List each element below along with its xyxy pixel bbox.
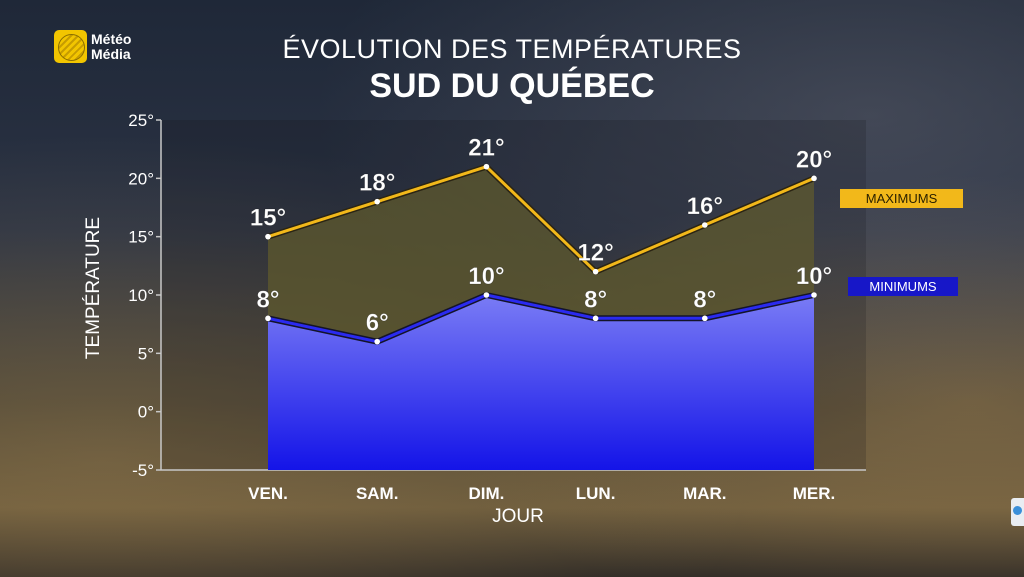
minimums-point [592,315,599,322]
maximums-point [592,268,599,275]
chart-title: ÉVOLUTION DES TEMPÉRATURES [282,34,742,64]
minimums-point [811,292,817,298]
legend-minimums: MINIMUMS [848,277,958,296]
legend-maximums: MAXIMUMS [840,189,963,208]
chart-areas [268,166,814,470]
x-tick-label: MAR. [683,484,726,503]
logo-line-2: Média [91,45,131,62]
maximums-point [702,222,708,228]
minimums-data-label: 8° [257,286,280,313]
x-tick-label: DIM. [468,484,504,503]
y-tick-label: 5° [138,344,154,363]
x-tick-label: SAM. [356,484,399,503]
y-tick-label: 10° [128,286,154,305]
y-tick-label: 25° [128,111,154,130]
x-axis-label: JOUR [492,506,544,527]
y-axis-label: TEMPÉRATURE [83,216,104,360]
minimums-area [268,295,814,470]
meteomedia-logo-icon [54,30,87,63]
minimums-point [483,292,490,298]
chart-lines [265,163,817,345]
chart-titles: ÉVOLUTION DES TEMPÉRATURES SUD DU QUÉBEC [0,34,1024,106]
maximums-line [267,165,815,274]
maximums-point [811,175,817,182]
x-tick-label: VEN. [248,484,288,503]
maximums-point [374,198,381,205]
maximums-data-label: 12° [577,240,613,267]
y-tick-label: 15° [128,228,154,247]
maximums-point [265,233,271,240]
maximums-data-label: 15° [250,205,286,232]
corner-badge-icon [1011,498,1024,526]
minimums-data-label: 6° [366,310,389,337]
minimums-point [265,315,271,322]
y-tick-label: 20° [128,169,154,188]
minimums-line [267,293,815,344]
minimums-data-label: 8° [584,286,607,313]
x-tick-label: MER. [793,484,836,503]
y-tick-label: -5° [132,461,154,480]
logo-text: Météo Média [91,30,132,62]
minimums-data-label: 10° [468,263,504,290]
maximums-area [268,166,814,342]
minimums-data-label: 10° [796,263,832,290]
y-tick-label: 0° [138,403,154,422]
minimums-data-label: 8° [693,286,716,313]
maximums-point [483,163,490,170]
maximums-data-label: 16° [687,193,723,220]
chart-labels: 15° 18° 21° 12° 16° 20° 8° 6° 10° 8° 8° 10° [250,134,833,337]
meteomedia-logo: Météo Média [54,30,131,63]
minimums-point [702,315,708,322]
maximums-data-label: 18° [359,170,395,197]
maximums-data-label: 20° [796,146,832,173]
minimums-point [374,338,381,345]
chart-subtitle: SUD DU QUÉBEC [369,67,655,105]
maximums-data-label: 21° [468,135,504,162]
logo-line-1: Météo [91,30,132,47]
x-tick-label: LUN. [576,484,616,503]
